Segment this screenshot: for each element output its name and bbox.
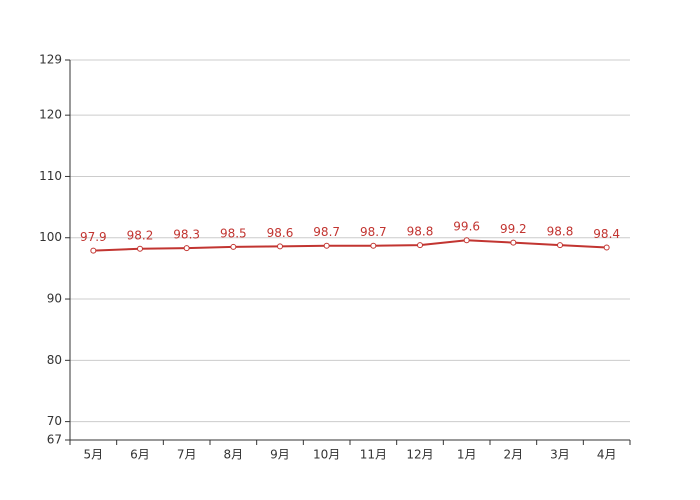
point	[183, 245, 190, 252]
x-tick-label: 12月	[406, 448, 433, 462]
x-tick-label: 6月	[130, 448, 150, 462]
point	[603, 244, 610, 251]
value-label: 98.3	[173, 228, 200, 242]
value-label: 98.8	[407, 225, 434, 239]
x-tick-label: 10月	[313, 448, 340, 462]
y-tick-label: 67	[47, 433, 62, 447]
value-label: 98.7	[360, 225, 387, 239]
value-label: 99.6	[453, 220, 480, 234]
value-label: 98.8	[547, 225, 574, 239]
value-label: 97.9	[80, 230, 107, 244]
x-tick-label: 9月	[270, 448, 290, 462]
point	[463, 237, 470, 244]
point	[370, 242, 377, 249]
x-tick-label: 2月	[504, 448, 524, 462]
point	[230, 243, 237, 250]
point	[277, 243, 283, 250]
value-label: 98.5	[220, 226, 247, 240]
point	[137, 245, 143, 252]
point	[323, 242, 330, 249]
value-label: 98.7	[313, 225, 340, 239]
x-tick-label: 4月	[597, 448, 617, 462]
point	[90, 247, 97, 254]
point	[510, 239, 517, 246]
point	[557, 242, 563, 249]
y-tick-label: 90	[47, 292, 62, 306]
point	[417, 242, 423, 249]
x-tick-label: 3月	[550, 448, 570, 462]
x-tick-label: 5月	[84, 448, 104, 462]
y-tick-label: 110	[39, 169, 62, 183]
y-tick-label: 80	[47, 353, 62, 367]
x-tick-label: 11月	[360, 448, 387, 462]
value-label: 99.2	[500, 222, 527, 236]
series-line	[93, 239, 607, 252]
x-tick-label: 1月	[457, 448, 477, 462]
y-tick-label: 120	[39, 108, 62, 122]
y-tick-label: 70	[47, 414, 62, 428]
y-tick-label: 129	[39, 53, 62, 67]
y-tick-label: 100	[39, 230, 62, 244]
value-label: 98.4	[593, 227, 620, 241]
value-label: 98.6	[267, 226, 294, 240]
x-tick-label: 7月	[177, 448, 197, 462]
value-label: 98.2	[127, 228, 154, 242]
x-tick-label: 8月	[224, 448, 244, 462]
